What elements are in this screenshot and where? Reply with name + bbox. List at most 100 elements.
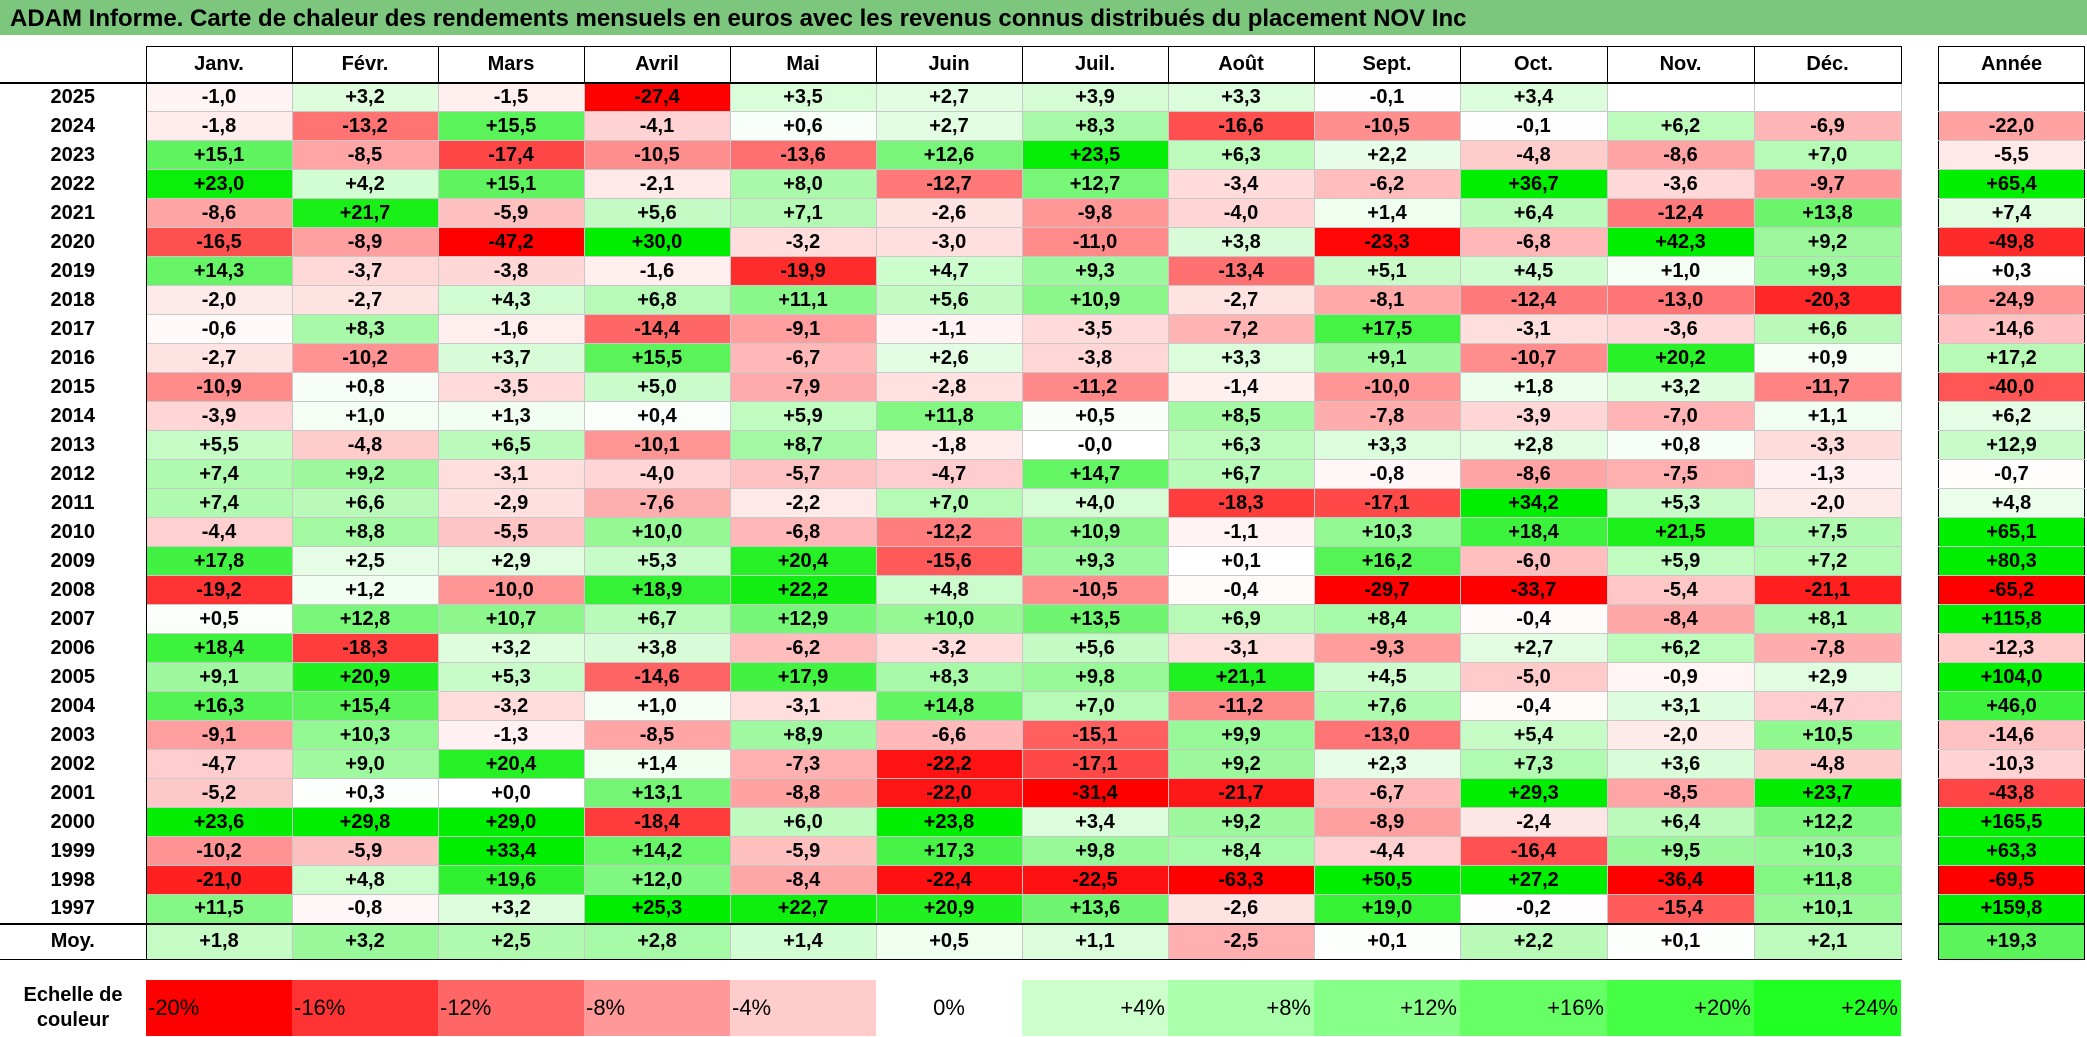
heatmap-cell: -3,6 — [1606, 169, 1755, 199]
heatmap-cell: -6,2 — [1313, 169, 1461, 199]
color-scale-swatch: +12% — [1314, 980, 1460, 1036]
heatmap-cell: +2,3 — [1313, 749, 1461, 779]
annual-cell — [1938, 82, 2085, 112]
heatmap-cell: +4,0 — [1021, 488, 1169, 518]
heatmap-cell: -4,8 — [291, 430, 439, 460]
heatmap-cell: +2,9 — [437, 546, 585, 576]
heatmap-row: 2000 +23,6 +29,8 +29,0 -18,4 +6,0 +23,8 +3,4 +9,… — [0, 807, 1902, 837]
heatmap-cell: -8,5 — [291, 140, 439, 170]
heatmap-cell: +23,6 — [145, 807, 293, 837]
annual-cell: -0,7 — [1938, 459, 2085, 489]
heatmap-cell: +17,9 — [729, 662, 877, 692]
heatmap-cell: +2,7 — [875, 111, 1023, 141]
heatmap-cell: -5,0 — [1459, 662, 1608, 692]
heatmap-cell: -0,4 — [1459, 691, 1608, 721]
heatmap-cell: +13,1 — [583, 778, 731, 808]
heatmap-cell: -1,3 — [437, 720, 585, 750]
annual-cell: +12,9 — [1938, 430, 2085, 460]
heatmap-cell: +5,6 — [583, 198, 731, 228]
heatmap-cell: -4,7 — [1753, 691, 1902, 721]
year-label: 2012 — [0, 459, 147, 489]
heatmap-cell: +50,5 — [1313, 865, 1461, 895]
heatmap-cell: +18,4 — [1459, 517, 1608, 547]
average-cell: +1,4 — [729, 922, 877, 960]
heatmap-cell: -11,0 — [1021, 227, 1169, 257]
heatmap-cell: -3,6 — [1606, 314, 1755, 344]
heatmap-cell: +3,2 — [437, 894, 585, 924]
heatmap-cell: -18,3 — [1167, 488, 1315, 518]
heatmap-row: 2009 +17,8 +2,5 +2,9 +5,3 +20,4 -15,6 +9,3 +0,1 +… — [0, 546, 1902, 576]
heatmap-cell: +3,2 — [437, 633, 585, 663]
heatmap-cell: -6,0 — [1459, 546, 1608, 576]
heatmap-cell: +6,3 — [1167, 430, 1315, 460]
heatmap-cell: -2,6 — [1167, 894, 1315, 924]
heatmap-cell: +1,4 — [1313, 198, 1461, 228]
heatmap-cell: +20,2 — [1606, 343, 1755, 373]
heatmap-cell: -0,9 — [1606, 662, 1755, 692]
heatmap-cell: +36,7 — [1459, 169, 1608, 199]
heatmap-cell: +0,0 — [437, 778, 585, 808]
heatmap-cell: +6,0 — [729, 807, 877, 837]
heatmap-cell: -4,4 — [1313, 836, 1461, 866]
heatmap-cell: +12,2 — [1753, 807, 1902, 837]
heatmap-cell: -5,9 — [729, 836, 877, 866]
color-scale-swatch: -20% — [146, 980, 292, 1036]
heatmap-cell: +21,7 — [291, 198, 439, 228]
annual-cell: -12,3 — [1938, 633, 2085, 663]
heatmap-cell: +8,3 — [291, 314, 439, 344]
heatmap-cell: +5,6 — [1021, 633, 1169, 663]
year-label: 2025 — [0, 82, 147, 112]
heatmap-cell: +13,8 — [1753, 198, 1902, 228]
heatmap-cell: +14,8 — [875, 691, 1023, 721]
heatmap-cell: +7,1 — [729, 198, 877, 228]
heatmap-cell: -13,0 — [1606, 285, 1755, 315]
heatmap-cell: +1,4 — [583, 749, 731, 779]
heatmap-row: 2011 +7,4 +6,6 -2,9 -7,6 -2,2 +7,0 +4,0 -18,3 -17… — [0, 488, 1902, 518]
heatmap-cell: -6,8 — [1459, 227, 1608, 257]
annual-cell: -43,8 — [1938, 778, 2085, 808]
heatmap-cell: -21,1 — [1753, 575, 1902, 605]
heatmap-cell: -0,6 — [145, 314, 293, 344]
heatmap-cell: -9,1 — [145, 720, 293, 750]
heatmap-cell: +3,8 — [1167, 227, 1315, 257]
heatmap-row: 2007 +0,5 +12,8 +10,7 +6,7 +12,9 +10,0 +13,5 +6,… — [0, 604, 1902, 634]
heatmap-row: 2013 +5,5 -4,8 +6,5 -10,1 +8,7 -1,8 -0,0 +6,3 +3,… — [0, 430, 1902, 460]
annual-cell: -14,6 — [1938, 314, 2085, 344]
heatmap-cell: +6,3 — [1167, 140, 1315, 170]
heatmap-cell: +7,0 — [1021, 691, 1169, 721]
year-label: 2007 — [0, 604, 147, 634]
month-header: Août — [1167, 46, 1315, 84]
heatmap-cell: +12,9 — [729, 604, 877, 634]
heatmap-row: 1998 -21,0 +4,8 +19,6 +12,0 -8,4 -22,4 -22,5 -63… — [0, 865, 1902, 895]
annual-cell: -14,6 — [1938, 720, 2085, 750]
heatmap-cell: -2,7 — [1167, 285, 1315, 315]
year-label: 2002 — [0, 749, 147, 779]
average-cell: +2,8 — [583, 922, 731, 960]
heatmap-cell: -5,9 — [437, 198, 585, 228]
heatmap-cell: +7,4 — [145, 488, 293, 518]
annual-cell: +115,8 — [1938, 604, 2085, 634]
heatmap-cell: -3,1 — [437, 459, 585, 489]
heatmap-cell: +3,4 — [1459, 82, 1608, 112]
heatmap-cell: +15,1 — [145, 140, 293, 170]
annual-cell: -49,8 — [1938, 227, 2085, 257]
heatmap-cell: -7,0 — [1606, 401, 1755, 431]
heatmap-cell: +9,2 — [1167, 807, 1315, 837]
heatmap-cell: +16,2 — [1313, 546, 1461, 576]
heatmap-cell: -8,8 — [729, 778, 877, 808]
heatmap-row: 2002 -4,7 +9,0 +20,4 +1,4 -7,3 -22,2 -17,1 +9,2 +… — [0, 749, 1902, 779]
heatmap-cell: -0,8 — [1313, 459, 1461, 489]
year-label: 2011 — [0, 488, 147, 518]
heatmap-cell: +15,5 — [437, 111, 585, 141]
heatmap-cell: +14,2 — [583, 836, 731, 866]
heatmap-cell: -5,5 — [437, 517, 585, 547]
color-scale-label: Echelle de couleur — [23, 984, 123, 1031]
year-label: 2023 — [0, 140, 147, 170]
heatmap-cell: +12,6 — [875, 140, 1023, 170]
heatmap-cell: +15,5 — [583, 343, 731, 373]
heatmap-cell: +10,3 — [1753, 836, 1902, 866]
heatmap-cell: +9,0 — [291, 749, 439, 779]
heatmap-cell: -4,8 — [1753, 749, 1902, 779]
heatmap-cell: +27,2 — [1459, 865, 1608, 895]
heatmap-cell: +8,3 — [1021, 111, 1169, 141]
